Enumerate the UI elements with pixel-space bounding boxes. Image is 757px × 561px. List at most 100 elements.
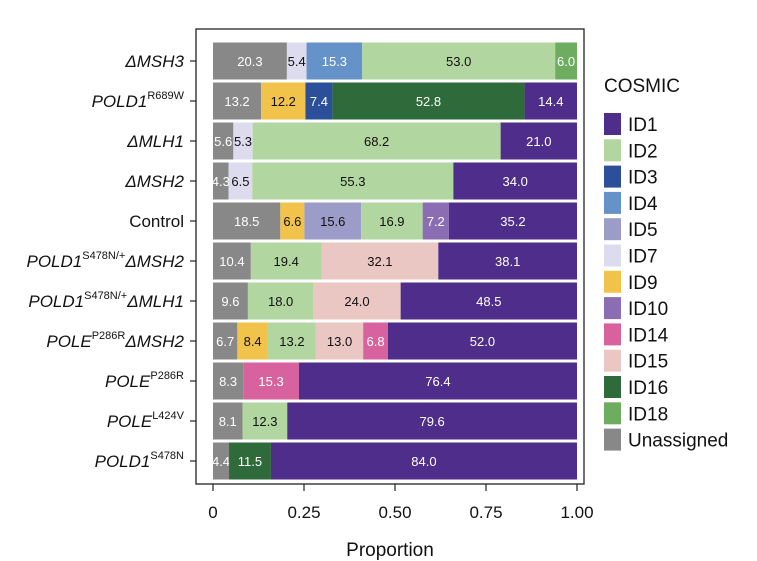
- x-tick-label: 0: [208, 503, 217, 522]
- legend-label: ID10: [628, 299, 668, 320]
- bar-segment-id1: [400, 282, 577, 320]
- legend-swatch: [604, 113, 621, 135]
- bar-segment-id7: [228, 162, 253, 200]
- row-label-gene: ΔMSH2: [124, 172, 184, 191]
- row-label: POLD1S478N/+ΔMSH2: [26, 250, 184, 271]
- legend-item-id7: ID7: [604, 244, 658, 268]
- bar-segment-label: 24.0: [344, 294, 369, 309]
- bar-segment-id1: [287, 402, 577, 440]
- bar-segment-id16: [229, 442, 271, 480]
- legend-label: ID5: [628, 220, 658, 241]
- bar-segment-label: 5.3: [234, 134, 252, 149]
- bar-row: 8.3 15.3 76.4: [213, 362, 577, 400]
- row-label-variant: R689W: [147, 90, 184, 102]
- legend-item-id5: ID5: [604, 218, 658, 241]
- row-label: POLEL424V: [107, 410, 185, 431]
- bar-segment-label: 13.0: [327, 334, 352, 349]
- bar-segment-id1: [524, 82, 577, 120]
- bar-segment-label: 79.6: [419, 414, 444, 429]
- legend-swatch: [604, 244, 621, 267]
- row-label-gene: ΔMSH3: [124, 52, 184, 71]
- row-label: ΔMSH3: [124, 52, 184, 71]
- bar-segment-label: 18.0: [268, 294, 293, 309]
- bar-segment-id2: [361, 202, 423, 240]
- bar-segment-id3: [305, 82, 333, 120]
- row-label-gene: POLE: [46, 332, 92, 351]
- bar-segment-id9: [237, 322, 268, 360]
- bar-segment-id15: [321, 242, 439, 280]
- bar-segment-label: 19.4: [274, 254, 299, 269]
- row-label: Control: [129, 212, 184, 231]
- row-label: POLEP286RΔMSH2: [46, 330, 184, 351]
- legend-swatch: [604, 297, 621, 320]
- legend-item-id4: ID4: [604, 191, 658, 215]
- row-label-variant: P286R: [150, 370, 184, 382]
- bar-segment-label: 15.6: [320, 214, 345, 229]
- legend-swatch: [604, 139, 621, 162]
- bar-segment-label: 6.5: [231, 174, 249, 189]
- bar-segment-id2: [267, 322, 316, 360]
- bar-segment-label: 8.1: [219, 414, 237, 429]
- bar-row: 20.3 5.4 15.3 53.0 6.0: [213, 42, 577, 80]
- row-label-gene: POLD1: [95, 452, 151, 471]
- row-label-suffix: ΔMSH2: [124, 252, 184, 271]
- row-label: POLD1R689W: [92, 90, 185, 111]
- bar-row: 10.4 19.4 32.1 38.1: [213, 242, 577, 280]
- legend-label: Unassigned: [628, 431, 728, 452]
- bar-segment-label: 18.5: [234, 214, 259, 229]
- legend-item-id18: ID18: [604, 402, 668, 425]
- bar-segment-id14: [243, 362, 299, 400]
- bar-segment-id2: [250, 242, 322, 280]
- bar-segment-unassigned: [213, 42, 287, 80]
- row-label-variant: L424V: [152, 410, 184, 422]
- legend-label: ID14: [628, 325, 669, 346]
- x-tick-label: 1.00: [560, 503, 593, 522]
- bar-segment-label: 5.4: [288, 54, 306, 69]
- bar-segment-unassigned: [213, 122, 234, 160]
- bar-row: 9.6 18.0 24.0 48.5: [213, 282, 577, 320]
- bar-segment-label: 34.0: [503, 174, 528, 189]
- x-tick-label: 0.75: [469, 503, 502, 522]
- bar-segment-id10: [422, 202, 449, 240]
- row-label-suffix: ΔMSH2: [124, 332, 184, 351]
- row-label-suffix: ΔMLH1: [126, 292, 184, 311]
- legend-label: ID3: [628, 168, 658, 189]
- legend-swatch: [604, 376, 621, 398]
- bar-row: 8.1 12.3 79.6: [213, 402, 577, 440]
- bar-segment-label: 20.3: [237, 54, 262, 69]
- bar-segment-label: 38.1: [495, 254, 520, 269]
- x-axis: 0 0.25 0.50 0.75 1.00: [208, 484, 594, 522]
- legend-label: ID1: [628, 115, 658, 136]
- bar-segment-label: 21.0: [526, 134, 551, 149]
- legend-label: ID18: [628, 404, 668, 425]
- bar-segment-id15: [313, 282, 401, 320]
- bar-segment-unassigned: [213, 82, 262, 120]
- bar-segment-unassigned: [213, 162, 229, 200]
- bar-segment-id1: [500, 122, 577, 160]
- row-label: ΔMSH2: [124, 172, 184, 191]
- row-label: POLD1S478N: [95, 450, 184, 471]
- bar-segment-label: 52.8: [416, 94, 441, 109]
- bar-segment-label: 76.4: [425, 374, 450, 389]
- bar-segment-id1: [438, 242, 577, 280]
- row-label-gene: POLE: [107, 412, 153, 431]
- legend-item-id10: ID10: [604, 297, 668, 320]
- bar-segment-label: 9.6: [221, 294, 239, 309]
- row-label-variant: S478N/+: [82, 250, 125, 262]
- bar-segment-label: 6.8: [367, 334, 385, 349]
- legend-swatch: [604, 165, 621, 188]
- bar-segment-label: 6.6: [283, 214, 301, 229]
- bar-segment-label: 10.4: [219, 254, 244, 269]
- bar-segment-label: 5.6: [214, 134, 232, 149]
- bar-segment-unassigned: [213, 322, 238, 360]
- bar-segment-unassigned: [213, 242, 251, 280]
- bar-segment-id5: [304, 202, 362, 240]
- legend-swatch: [604, 270, 621, 293]
- bar-segment-label: 68.2: [364, 134, 389, 149]
- bar-segment-label: 11.5: [238, 454, 262, 469]
- bar-segment-id7: [233, 122, 253, 160]
- bar-segment-id7: [286, 42, 307, 80]
- bar-segment-id2: [252, 162, 454, 200]
- bar-segment-label: 8.4: [244, 334, 262, 349]
- legend-item-id14: ID14: [604, 323, 669, 346]
